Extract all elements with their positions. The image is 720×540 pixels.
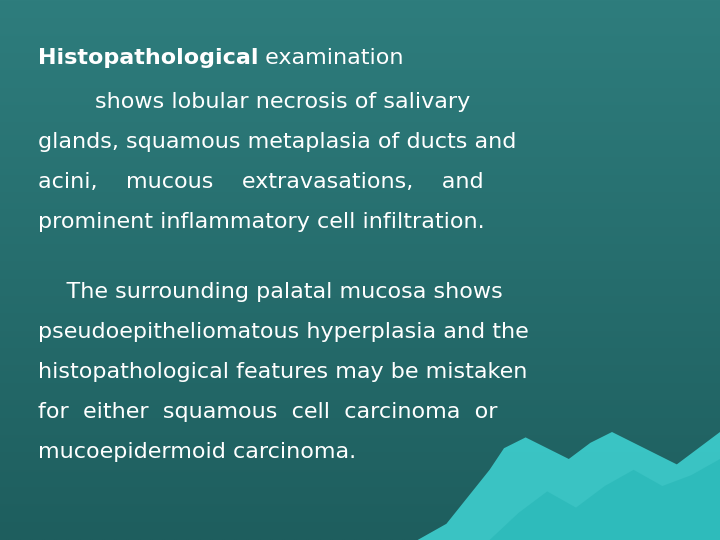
Text: for  either  squamous  cell  carcinoma  or: for either squamous cell carcinoma or — [38, 402, 498, 422]
Text: mucoepidermoid carcinoma.: mucoepidermoid carcinoma. — [38, 442, 356, 462]
Text: histopathological features may be mistaken: histopathological features may be mistak… — [38, 362, 527, 382]
Text: examination: examination — [258, 48, 404, 68]
Text: pseudoepitheliomatous hyperplasia and the: pseudoepitheliomatous hyperplasia and th… — [38, 322, 528, 342]
Text: shows lobular necrosis of salivary: shows lobular necrosis of salivary — [38, 92, 470, 112]
Text: prominent inflammatory cell infiltration.: prominent inflammatory cell infiltration… — [38, 212, 485, 232]
Text: acini,    mucous    extravasations,    and: acini, mucous extravasations, and — [38, 172, 484, 192]
Text: Histopathological: Histopathological — [38, 48, 258, 68]
Polygon shape — [490, 459, 720, 540]
Text: The surrounding palatal mucosa shows: The surrounding palatal mucosa shows — [38, 282, 503, 302]
Polygon shape — [418, 432, 720, 540]
Text: glands, squamous metaplasia of ducts and: glands, squamous metaplasia of ducts and — [38, 132, 516, 152]
